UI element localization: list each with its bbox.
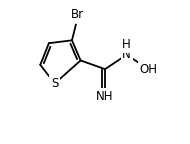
Text: NH: NH (96, 90, 114, 103)
Text: OH: OH (139, 63, 157, 76)
Text: S: S (51, 77, 58, 90)
Text: N: N (122, 48, 131, 61)
Text: Br: Br (71, 8, 84, 21)
Text: H: H (122, 38, 131, 51)
